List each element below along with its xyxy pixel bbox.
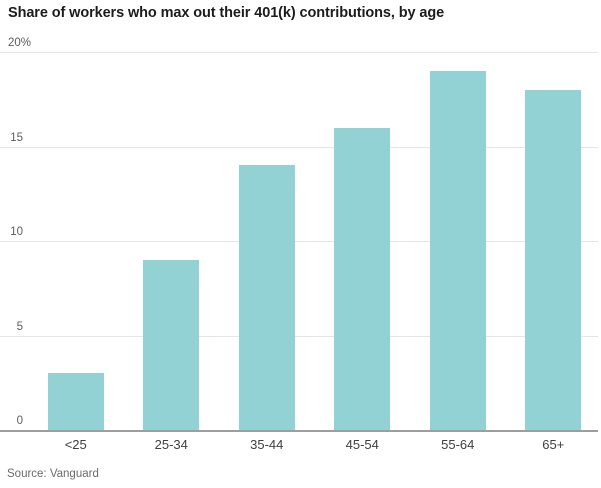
y-tick-label: 10 (10, 226, 23, 238)
bar-<25 (47, 373, 104, 430)
gridline (0, 146, 598, 148)
gridline (0, 241, 598, 242)
chart-title: Share of workers who max out their 401(k… (8, 5, 445, 21)
x-tick-label: 25-34 (154, 437, 188, 452)
y-tick-label: 5 (16, 320, 23, 333)
bar-45-54 (334, 127, 391, 430)
source-note: Source: Vanguard (7, 468, 99, 480)
bar-65+ (525, 89, 582, 430)
bar-25-34 (143, 259, 200, 430)
x-tick-label: 65+ (542, 437, 565, 452)
gridline (0, 335, 598, 337)
bar-35-44 (238, 165, 295, 430)
y-tick-label: 0 (16, 415, 23, 427)
x-tick-label: 55-64 (441, 437, 475, 452)
x-tick-label: 35-44 (250, 437, 284, 452)
x-tick-label: <25 (64, 437, 87, 452)
y-tick-label: 15 (10, 131, 23, 144)
bar-55-64 (429, 70, 486, 430)
x-tick-label: 45-54 (345, 437, 379, 452)
x-axis-baseline (0, 430, 598, 432)
y-tick-label: 20% (8, 37, 32, 49)
gridline (0, 52, 598, 53)
